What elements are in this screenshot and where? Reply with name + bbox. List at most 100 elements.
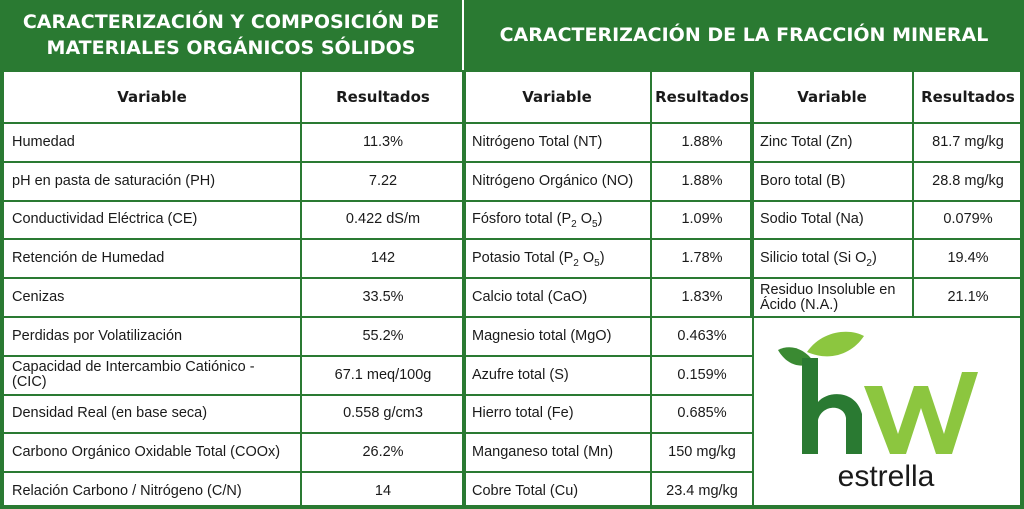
table-row: Zinc Total (Zn) 81.7 mg/kg [750,122,1024,163]
variable-cell: Residuo Insoluble en Ácido (N.A.) [750,277,914,318]
variable-cell: Cobre Total (Cu) [462,471,652,509]
variable-label: Zinc Total (Zn) [760,133,853,150]
brand-logo: estrella [752,322,1020,505]
variable-cell: Magnesio total (MgO) [462,315,652,357]
variable-label: Retención de Humedad [12,250,165,267]
mineral-table-a: Variable Resultados Nitrógeno Total (NT)… [462,70,754,509]
table-row: Carbono Orgánico Oxidable Total (COOx) 26… [2,432,466,474]
result-value: 0.079% [912,199,1024,241]
variable-cell: Relación Carbono / Nitrógeno (C/N) [2,471,302,509]
table-row: Calcio total (CaO) 1.83% [462,277,754,318]
variable-label: Calcio total (CaO) [472,289,588,306]
variable-cell: Azufre total (S) [462,354,652,396]
variable-cell: Silicio total (Si O2) [750,238,914,280]
variable-label: Boro total (B) [760,172,846,189]
variable-label-part: ) [871,249,877,266]
result-value: 33.5% [300,277,466,318]
table-row: Densidad Real (en base seca) 0.558 g/cm3 [2,393,466,435]
hw-logo-graphic: estrella [778,331,978,493]
variable-label: Humedad [12,133,75,150]
table-row: pH en pasta de saturación (PH) 7.22 [2,160,466,202]
table-row: Nitrógeno Total (NT) 1.88% [462,122,754,163]
variable-label: Cobre Total (Cu) [472,483,579,500]
table-row: Perdidas por Volatilización 55.2% [2,315,466,357]
variable-cell: Calcio total (CaO) [462,277,652,318]
letter-h-mark [802,358,862,454]
variable-label: Nitrógeno Orgánico (NO) [472,172,634,189]
variable-cell: Zinc Total (Zn) [750,122,914,163]
variable-cell: Capacidad de Intercambio Catiónico - (CI… [2,354,302,396]
header-divider [462,0,464,70]
result-value: 21.1% [912,277,1024,318]
variable-cell: Retención de Humedad [2,238,302,280]
variable-label: Fósforo total (P [472,210,572,227]
table-row: Boro total (B) 28.8 mg/kg [750,160,1024,202]
column-header-result: Resultados [650,70,754,124]
variable-label: Perdidas por Volatilización [12,327,183,344]
letter-w-mark [864,372,978,454]
variable-label: Cenizas [12,289,65,306]
variable-cell: Sodio Total (Na) [750,199,914,241]
table-row: Sodio Total (Na) 0.079% [750,199,1024,241]
result-value: 1.83% [650,277,754,318]
column-header-variable: Variable [462,70,652,124]
variable-label: Relación Carbono / Nitrógeno (C/N) [12,483,242,500]
subscript: 2 [573,257,579,269]
variable-cell: Potasio Total (P2 O5) [462,238,652,280]
variable-label-part: ) [597,210,603,227]
subscript: 5 [592,218,598,230]
leaf-icon [807,331,864,357]
table-row: Residuo Insoluble en Ácido (N.A.) 21.1% [750,277,1024,318]
variable-label-part: O [576,210,592,227]
result-value: 19.4% [912,238,1024,280]
table-row: Cobre Total (Cu) 23.4 mg/kg [462,471,754,509]
header-mineral: CARACTERIZACIÓN DE LA FRACCIÓN MINERAL [464,0,1024,70]
variable-label: Hierro total (Fe) [472,405,574,422]
table-row: Manganeso total (Mn) 150 mg/kg [462,432,754,474]
organic-table: Variable Resultados Humedad 11.3% pH en pa… [2,70,466,509]
result-value: 0.422 dS/m [300,199,466,241]
variable-label: Carbono Orgánico Oxidable Total (COOx) [12,444,281,461]
mineral-table-b: Variable Resultados Zinc Total (Zn) 81.7 … [750,70,1024,318]
result-value: 7.22 [300,160,466,202]
variable-cell: Conductividad Eléctrica (CE) [2,199,302,241]
variable-label: Potasio Total (P [472,249,574,266]
column-header-variable: Variable [750,70,914,124]
subscript: 2 [571,218,577,230]
table-row: Retención de Humedad 142 [2,238,466,280]
table-row: Cenizas 33.5% [2,277,466,318]
variable-label: Residuo Insoluble en Ácido (N.A.) [760,281,896,313]
column-header-result: Resultados [300,70,466,124]
variable-label: Azufre total (S) [472,366,569,383]
table-row: Capacidad de Intercambio Catiónico - (CI… [2,354,466,396]
logo-wordmark: estrella [838,460,935,493]
variable-label-part: ) [599,249,605,266]
variable-label: pH en pasta de saturación (PH) [12,172,216,189]
result-value: 67.1 meq/100g [300,354,466,396]
result-value: 0.558 g/cm3 [300,393,466,435]
table-row: Humedad 11.3% [2,122,466,163]
header-organic: CARACTERIZACIÓN Y COMPOSICIÓN DE MATERIA… [0,0,462,70]
result-value: 0.463% [650,315,754,357]
variable-cell: Cenizas [2,277,302,318]
result-value: 28.8 mg/kg [912,160,1024,202]
variable-cell: Boro total (B) [750,160,914,202]
result-value: 55.2% [300,315,466,357]
result-value: 150 mg/kg [650,432,754,474]
variable-label: Capacidad de Intercambio Catiónico - (CI… [12,359,255,391]
variable-cell: Hierro total (Fe) [462,393,652,435]
variable-cell: Humedad [2,122,302,163]
subscript: 2 [866,257,872,269]
result-value: 0.685% [650,393,754,435]
result-value: 23.4 mg/kg [650,471,754,509]
table-row: Fósforo total (P2 O5) 1.09% [462,199,754,241]
result-value: 14 [300,471,466,509]
result-value: 26.2% [300,432,466,474]
subscript: 5 [594,257,600,269]
variable-label-part: O [578,249,595,266]
result-value: 142 [300,238,466,280]
variable-label: Nitrógeno Total (NT) [472,133,603,150]
variable-cell: pH en pasta de saturación (PH) [2,160,302,202]
variable-label: Silicio total (Si O [760,249,867,266]
result-value: 1.88% [650,160,754,202]
